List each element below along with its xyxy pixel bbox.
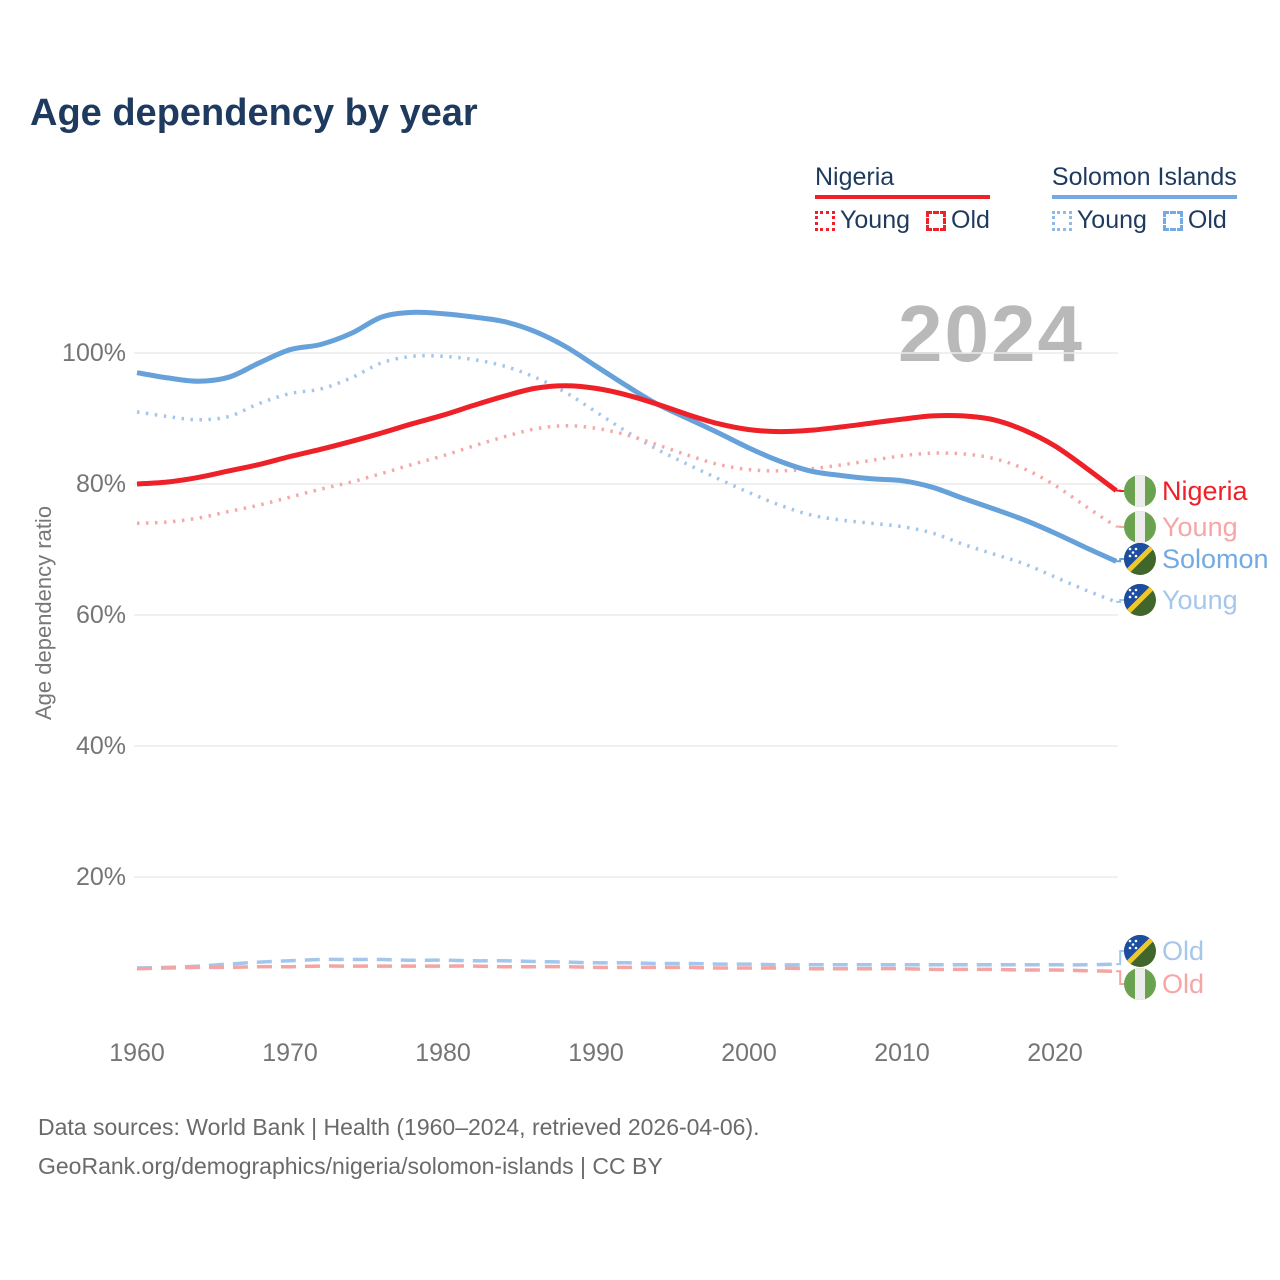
line-label-text: Young: [1162, 511, 1238, 542]
nigeria-flag-icon: [1124, 511, 1156, 543]
solomon-islands-flag-icon: [1124, 543, 1156, 575]
legend: Nigeria Young Old Solomon Islands Young …: [815, 163, 1237, 235]
line-label-nigeria-old: Old: [1124, 968, 1204, 1000]
label-connector: [1116, 970, 1124, 985]
nigeria-flag-icon: [1124, 968, 1156, 1000]
y-tick-label: 80%: [75, 470, 126, 498]
watermark-year: 2024: [898, 289, 1084, 378]
legend-item-label: Young: [840, 206, 910, 234]
line-label-solomon-old: Old: [1124, 935, 1204, 967]
solomon-old-swatch-icon: [1162, 210, 1183, 231]
x-tick-label: 1990: [568, 1039, 624, 1067]
x-tick-label: 1980: [415, 1039, 471, 1067]
x-tick-label: 2000: [721, 1039, 777, 1067]
series-line-nigeria-young: [136, 423, 1118, 529]
footer-data-sources: Data sources: World Bank | Health (1960–…: [38, 1114, 760, 1140]
y-tick-label: 60%: [75, 601, 126, 629]
nigeria-old-swatch-icon: [926, 210, 946, 231]
solomon-young-swatch-icon: [1051, 210, 1072, 231]
line-label-text: Young: [1162, 584, 1238, 615]
x-tick-label: 2010: [874, 1039, 930, 1067]
legend-group-solomon-islands: Solomon Islands Young Old: [1051, 163, 1237, 235]
line-label-nigeria-young: Young: [1124, 511, 1238, 543]
legend-header-nigeria: Nigeria: [815, 163, 990, 199]
line-label-solomon-total: Solomon: [1124, 543, 1269, 575]
y-tick-label: 100%: [62, 339, 126, 367]
line-label-text: Nigeria: [1162, 475, 1248, 506]
footer: Data sources: World Bank | Health (1960–…: [38, 1108, 760, 1186]
series-line-nigeria-old: [136, 964, 1117, 974]
legend-item-label: Young: [1076, 206, 1147, 234]
line-label-nigeria-total: Nigeria: [1124, 475, 1248, 507]
solomon-islands-flag-icon: [1124, 584, 1156, 616]
legend-header-solomon-islands: Solomon Islands: [1051, 163, 1237, 199]
legend-item-nigeria-old[interactable]: Old: [926, 206, 990, 235]
legend-group-nigeria: Nigeria Young Old: [815, 163, 990, 235]
x-tick-label: 1960: [109, 1039, 165, 1067]
legend-item-solomon-young[interactable]: Young: [1051, 206, 1147, 235]
legend-item-label: Old: [951, 206, 990, 234]
nigeria-young-swatch-icon: [815, 210, 835, 231]
legend-item-label: Old: [1187, 206, 1227, 234]
series-line-solomon-old: [136, 957, 1117, 970]
solomon-islands-flag-icon: [1124, 935, 1156, 967]
line-label-text: Solomon: [1162, 543, 1269, 574]
footer-attribution: GeoRank.org/demographics/nigeria/solomon…: [38, 1153, 663, 1179]
x-tick-label: 1970: [262, 1039, 318, 1067]
y-tick-label: 40%: [75, 732, 126, 760]
label-connector: [1116, 558, 1124, 563]
series-line-nigeria-total: [136, 383, 1118, 493]
nigeria-flag-icon: [1124, 475, 1156, 507]
line-label-text: Old: [1162, 935, 1205, 966]
page-title: Age dependency by year: [30, 92, 478, 134]
legend-item-solomon-old[interactable]: Old: [1162, 206, 1227, 235]
y-tick-label: 20%: [75, 863, 126, 891]
label-connector: [1116, 950, 1124, 966]
line-label-solomon-young: Young: [1124, 584, 1238, 616]
label-connector: [1116, 599, 1124, 603]
legend-item-nigeria-young[interactable]: Young: [815, 206, 910, 235]
series-line-solomon-young: [136, 353, 1117, 604]
line-label-text: Old: [1162, 968, 1205, 999]
x-tick-label: 2020: [1027, 1039, 1083, 1067]
